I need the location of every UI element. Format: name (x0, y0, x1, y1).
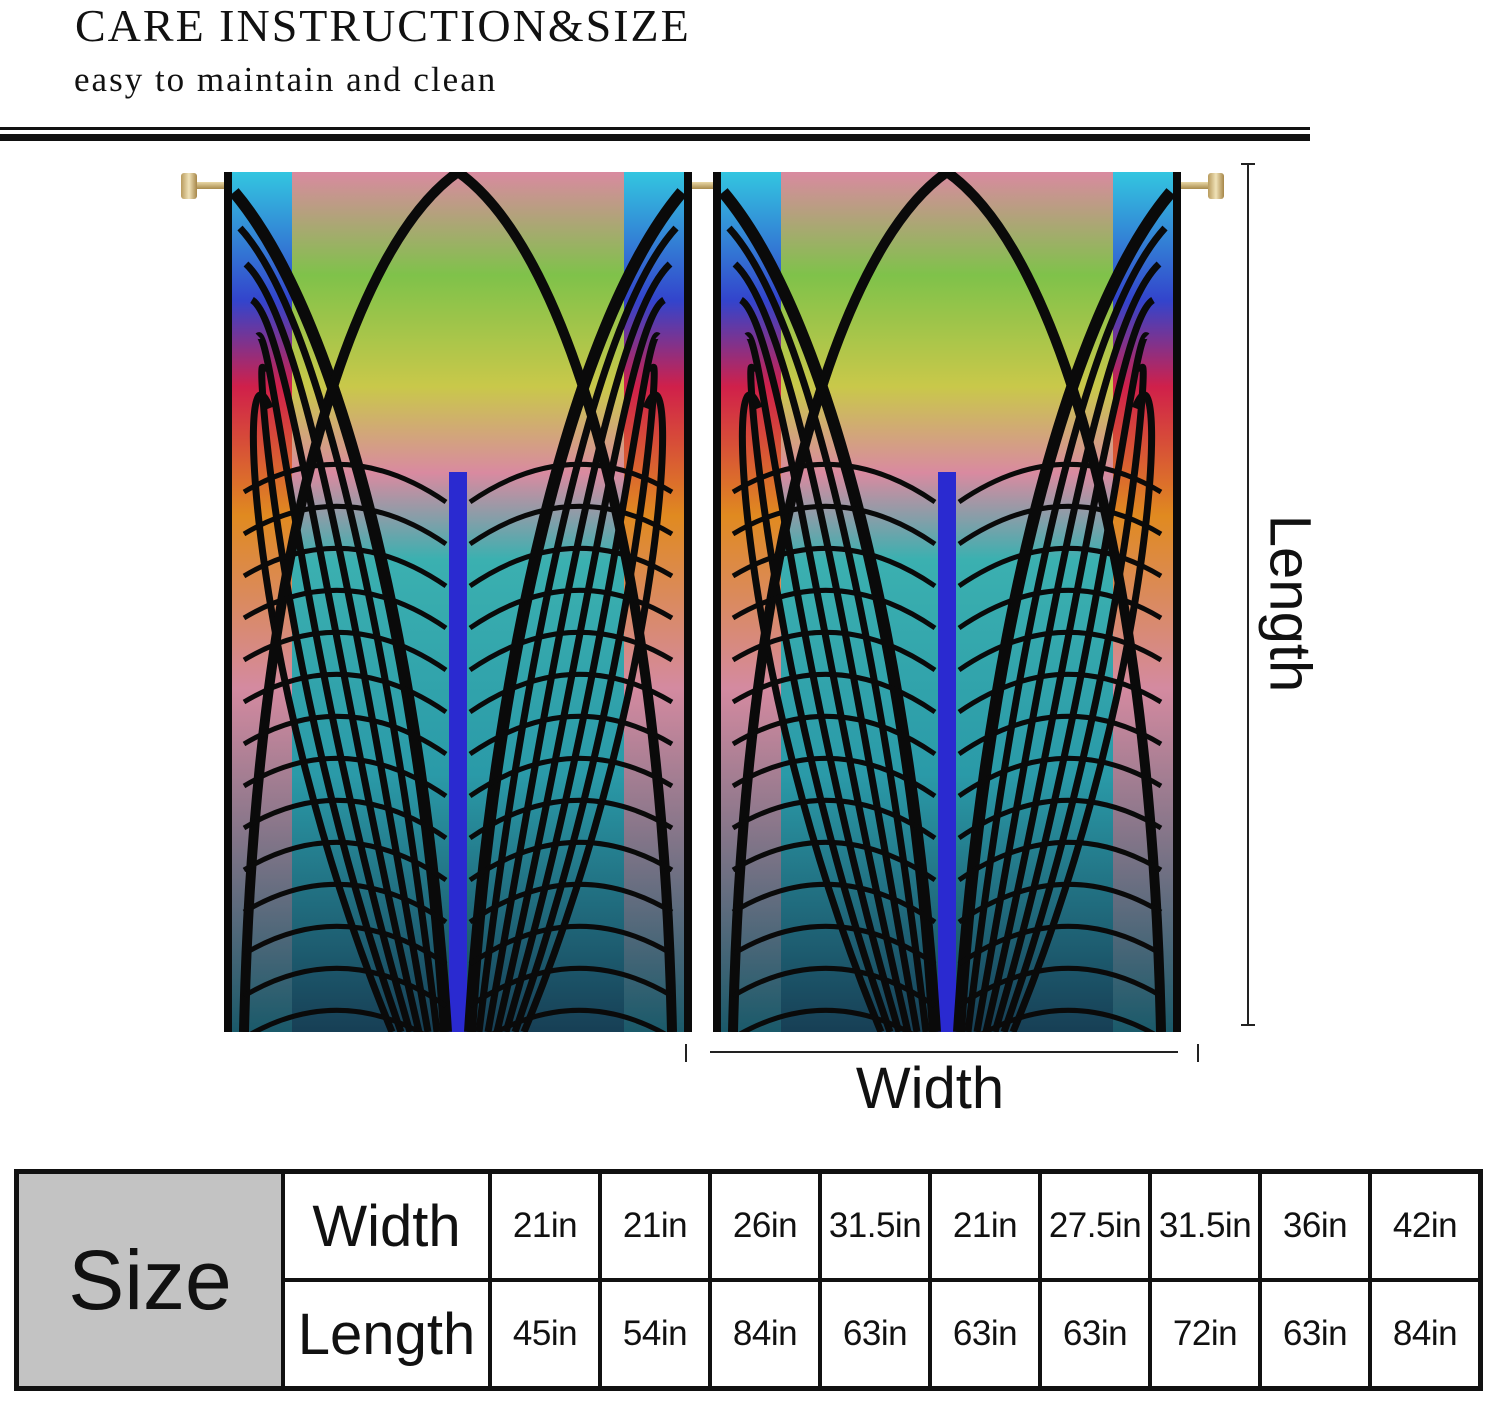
width-cell: 36in (1258, 1169, 1372, 1282)
length-cell: 63in (928, 1278, 1042, 1391)
length-label: Length (1257, 514, 1323, 693)
width-cell: 27.5in (1038, 1169, 1152, 1282)
length-cell: 72in (1148, 1278, 1262, 1391)
width-cell: 31.5in (1148, 1169, 1262, 1282)
table-row-width: Size Width 21in 21in 26in 31.5in 21in 27… (14, 1169, 1483, 1391)
width-cell: 21in (928, 1169, 1042, 1282)
row-label-width: Width (281, 1169, 492, 1282)
rod-finial-left (181, 173, 197, 199)
curtain-panel-right (713, 172, 1181, 1032)
length-cell: 63in (818, 1278, 932, 1391)
width-tick-left (685, 1044, 687, 1062)
length-tick-top (1241, 163, 1255, 165)
size-table: Size Width 21in 21in 26in 31.5in 21in 27… (14, 1169, 1483, 1391)
length-cell: 84in (1368, 1278, 1483, 1391)
lead-lines (229, 172, 687, 1032)
width-cell: 31.5in (818, 1169, 932, 1282)
width-label: Width (855, 1056, 1005, 1121)
length-cell: 63in (1038, 1278, 1152, 1391)
length-cell: 84in (708, 1278, 822, 1391)
length-tick-bottom (1241, 1024, 1255, 1026)
size-header: Size (14, 1169, 285, 1391)
page-title: CARE INSTRUCTION&SIZE (75, 0, 691, 51)
rod-finial-right (1208, 173, 1224, 199)
curtain-rod (182, 182, 1224, 189)
length-dimension-line (1247, 165, 1249, 1025)
length-cell: 63in (1258, 1278, 1372, 1391)
curtain-panel-left (224, 172, 692, 1032)
divider-thin (0, 127, 1310, 130)
length-cell: 54in (598, 1278, 712, 1391)
table-row-length: Length 45in 54in 84in 63in 63in 63in 72i… (17, 1278, 1483, 1391)
width-dimension-line (710, 1051, 1178, 1053)
width-cell: 26in (708, 1169, 822, 1282)
page-subtitle: easy to maintain and clean (74, 60, 498, 99)
width-tick-right (1197, 1044, 1199, 1062)
lead-lines (718, 172, 1176, 1032)
width-cell: 42in (1368, 1169, 1483, 1282)
width-cell: 21in (598, 1169, 712, 1282)
row-label-length: Length (281, 1278, 492, 1391)
width-cell: 21in (488, 1169, 602, 1282)
length-cell: 45in (488, 1278, 602, 1391)
divider-thick (0, 134, 1310, 141)
